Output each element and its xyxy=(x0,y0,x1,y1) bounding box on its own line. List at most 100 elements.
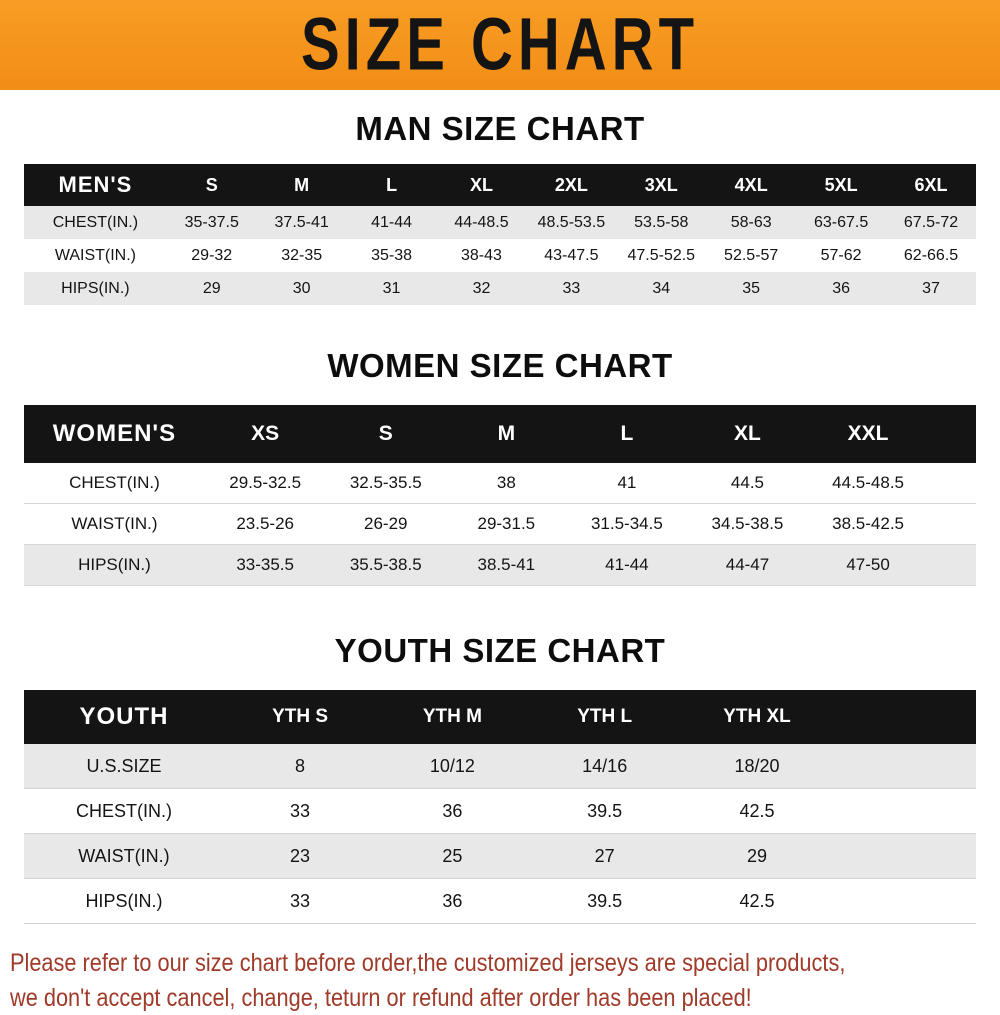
size-cell: 44-48.5 xyxy=(437,206,527,239)
page-title: SIZE CHART xyxy=(301,8,699,82)
size-cell: 23.5-26 xyxy=(205,504,326,545)
men-waist-row: WAIST(IN.) 29-32 32-35 35-38 38-43 43-47… xyxy=(24,239,976,272)
size-cell: 62-66.5 xyxy=(886,239,976,272)
size-cell: 39.5 xyxy=(529,789,681,834)
women-header-row: WOMEN'S XS S M L XL XXL xyxy=(24,405,976,463)
size-cell: 42.5 xyxy=(681,879,833,924)
size-cell: 41 xyxy=(567,463,688,504)
men-col-header: 5XL xyxy=(796,164,886,206)
women-chest-row: CHEST(IN.) 29.5-32.5 32.5-35.5 38 41 44.… xyxy=(24,463,976,504)
men-header-row: MEN'S S M L XL 2XL 3XL 4XL 5XL 6XL xyxy=(24,164,976,206)
size-cell: 29 xyxy=(167,272,257,305)
size-cell: 38-43 xyxy=(437,239,527,272)
size-cell: 32 xyxy=(437,272,527,305)
size-cell: 14/16 xyxy=(529,744,681,789)
youth-col-header: YTH M xyxy=(376,690,528,744)
spacer-cell xyxy=(928,545,976,586)
size-cell: 41-44 xyxy=(347,206,437,239)
row-label: WAIST(IN.) xyxy=(24,504,205,545)
women-col-header: L xyxy=(567,405,688,463)
spacer-cell xyxy=(833,744,976,789)
row-label: CHEST(IN.) xyxy=(24,463,205,504)
men-col-header: 6XL xyxy=(886,164,976,206)
youth-ussize-row: U.S.SIZE 8 10/12 14/16 18/20 xyxy=(24,744,976,789)
size-cell: 58-63 xyxy=(706,206,796,239)
row-label: HIPS(IN.) xyxy=(24,545,205,586)
size-cell: 35-38 xyxy=(347,239,437,272)
size-cell: 31 xyxy=(347,272,437,305)
men-section: MAN SIZE CHART MEN'S S M L XL 2XL 3XL 4X… xyxy=(0,110,1000,305)
size-cell: 53.5-58 xyxy=(616,206,706,239)
size-cell: 33 xyxy=(224,789,376,834)
size-cell: 27 xyxy=(529,834,681,879)
size-cell: 57-62 xyxy=(796,239,886,272)
women-waist-row: WAIST(IN.) 23.5-26 26-29 29-31.5 31.5-34… xyxy=(24,504,976,545)
size-cell: 29-32 xyxy=(167,239,257,272)
spacer-cell xyxy=(833,879,976,924)
youth-waist-row: WAIST(IN.) 23 25 27 29 xyxy=(24,834,976,879)
size-cell: 35 xyxy=(706,272,796,305)
men-col-header: XL xyxy=(437,164,527,206)
row-label: CHEST(IN.) xyxy=(24,789,224,834)
youth-col-header: YTH XL xyxy=(681,690,833,744)
spacer-cell xyxy=(928,405,976,463)
banner: SIZE CHART xyxy=(0,0,1000,90)
size-cell: 30 xyxy=(257,272,347,305)
size-cell: 33 xyxy=(526,272,616,305)
men-size-table: MEN'S S M L XL 2XL 3XL 4XL 5XL 6XL CHEST… xyxy=(24,164,976,305)
men-col-header: 2XL xyxy=(526,164,616,206)
row-label: HIPS(IN.) xyxy=(24,879,224,924)
youth-col-header: YTH L xyxy=(529,690,681,744)
men-col-header: 3XL xyxy=(616,164,706,206)
women-hips-row: HIPS(IN.) 33-35.5 35.5-38.5 38.5-41 41-4… xyxy=(24,545,976,586)
women-section: WOMEN SIZE CHART WOMEN'S XS S M L XL XXL… xyxy=(0,347,1000,586)
youth-chest-row: CHEST(IN.) 33 36 39.5 42.5 xyxy=(24,789,976,834)
women-col-header: XS xyxy=(205,405,326,463)
men-col-header: L xyxy=(347,164,437,206)
size-cell: 29 xyxy=(681,834,833,879)
spacer-cell xyxy=(833,789,976,834)
men-group-label: MEN'S xyxy=(24,164,167,206)
row-label: U.S.SIZE xyxy=(24,744,224,789)
row-label: WAIST(IN.) xyxy=(24,834,224,879)
men-col-header: S xyxy=(167,164,257,206)
size-cell: 35-37.5 xyxy=(167,206,257,239)
size-cell: 34 xyxy=(616,272,706,305)
size-cell: 33-35.5 xyxy=(205,545,326,586)
women-group-label: WOMEN'S xyxy=(24,405,205,463)
youth-hips-row: HIPS(IN.) 33 36 39.5 42.5 xyxy=(24,879,976,924)
size-cell: 47-50 xyxy=(808,545,929,586)
women-size-table: WOMEN'S XS S M L XL XXL CHEST(IN.) 29.5-… xyxy=(24,405,976,586)
women-col-header: XL xyxy=(687,405,808,463)
men-col-header: 4XL xyxy=(706,164,796,206)
footer-notice: Please refer to our size chart before or… xyxy=(10,946,1000,1015)
youth-section: YOUTH SIZE CHART YOUTH YTH S YTH M YTH L… xyxy=(0,632,1000,924)
spacer-cell xyxy=(928,463,976,504)
size-cell: 63-67.5 xyxy=(796,206,886,239)
row-label: WAIST(IN.) xyxy=(24,239,167,272)
spacer-cell xyxy=(833,834,976,879)
size-cell: 8 xyxy=(224,744,376,789)
size-cell: 52.5-57 xyxy=(706,239,796,272)
women-section-title: WOMEN SIZE CHART xyxy=(0,347,1000,385)
size-cell: 44.5 xyxy=(687,463,808,504)
row-label: HIPS(IN.) xyxy=(24,272,167,305)
size-cell: 10/12 xyxy=(376,744,528,789)
men-chest-row: CHEST(IN.) 35-37.5 37.5-41 41-44 44-48.5… xyxy=(24,206,976,239)
size-cell: 38.5-42.5 xyxy=(808,504,929,545)
size-cell: 38.5-41 xyxy=(446,545,567,586)
size-cell: 44-47 xyxy=(687,545,808,586)
size-cell: 29.5-32.5 xyxy=(205,463,326,504)
size-cell: 35.5-38.5 xyxy=(325,545,446,586)
row-label: CHEST(IN.) xyxy=(24,206,167,239)
youth-size-table: YOUTH YTH S YTH M YTH L YTH XL U.S.SIZE … xyxy=(24,690,976,924)
size-cell: 48.5-53.5 xyxy=(526,206,616,239)
women-col-header: M xyxy=(446,405,567,463)
women-col-header: S xyxy=(325,405,446,463)
size-cell: 34.5-38.5 xyxy=(687,504,808,545)
size-cell: 47.5-52.5 xyxy=(616,239,706,272)
size-cell: 23 xyxy=(224,834,376,879)
size-cell: 25 xyxy=(376,834,528,879)
size-cell: 67.5-72 xyxy=(886,206,976,239)
size-cell: 43-47.5 xyxy=(526,239,616,272)
